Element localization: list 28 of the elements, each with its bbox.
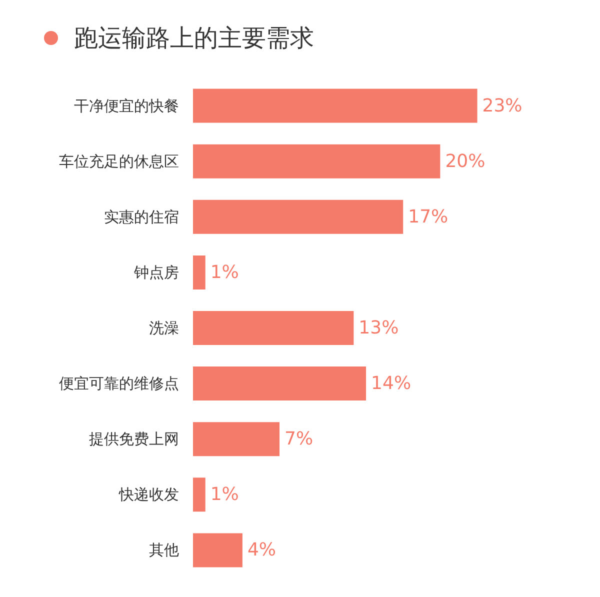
data-label: 1%	[210, 484, 239, 506]
y-tick-label: 实惠的住宿	[104, 208, 179, 226]
bar	[193, 422, 280, 456]
y-tick-label: 钟点房	[133, 263, 179, 282]
y-tick-label: 提供免费上网	[89, 430, 179, 448]
bar	[193, 200, 404, 234]
bar	[193, 88, 478, 123]
y-tick-label: 便宜可靠的维修点	[59, 374, 179, 393]
data-label: 14%	[371, 373, 412, 394]
chart-title: 跑运输路上的主要需求	[74, 23, 314, 54]
bar	[193, 144, 440, 178]
data-label: 4%	[247, 540, 276, 561]
data-label: 17%	[408, 206, 448, 228]
bar	[193, 478, 206, 512]
data-label: 1%	[210, 262, 239, 283]
y-tick-label: 干净便宜的快餐	[74, 96, 179, 115]
data-label: 23%	[482, 95, 522, 116]
data-label: 7%	[284, 428, 314, 450]
bar	[193, 533, 242, 568]
y-tick-label: 洗澡	[149, 319, 179, 337]
data-label: 13%	[358, 318, 399, 338]
bar	[193, 366, 366, 401]
data-label: 20%	[445, 150, 486, 172]
bar	[193, 255, 206, 290]
y-tick-label: 快递收发	[118, 486, 179, 504]
y-tick-label: 其他	[149, 541, 179, 560]
bar	[193, 311, 354, 345]
y-tick-label: 车位充足的休息区	[59, 152, 179, 170]
